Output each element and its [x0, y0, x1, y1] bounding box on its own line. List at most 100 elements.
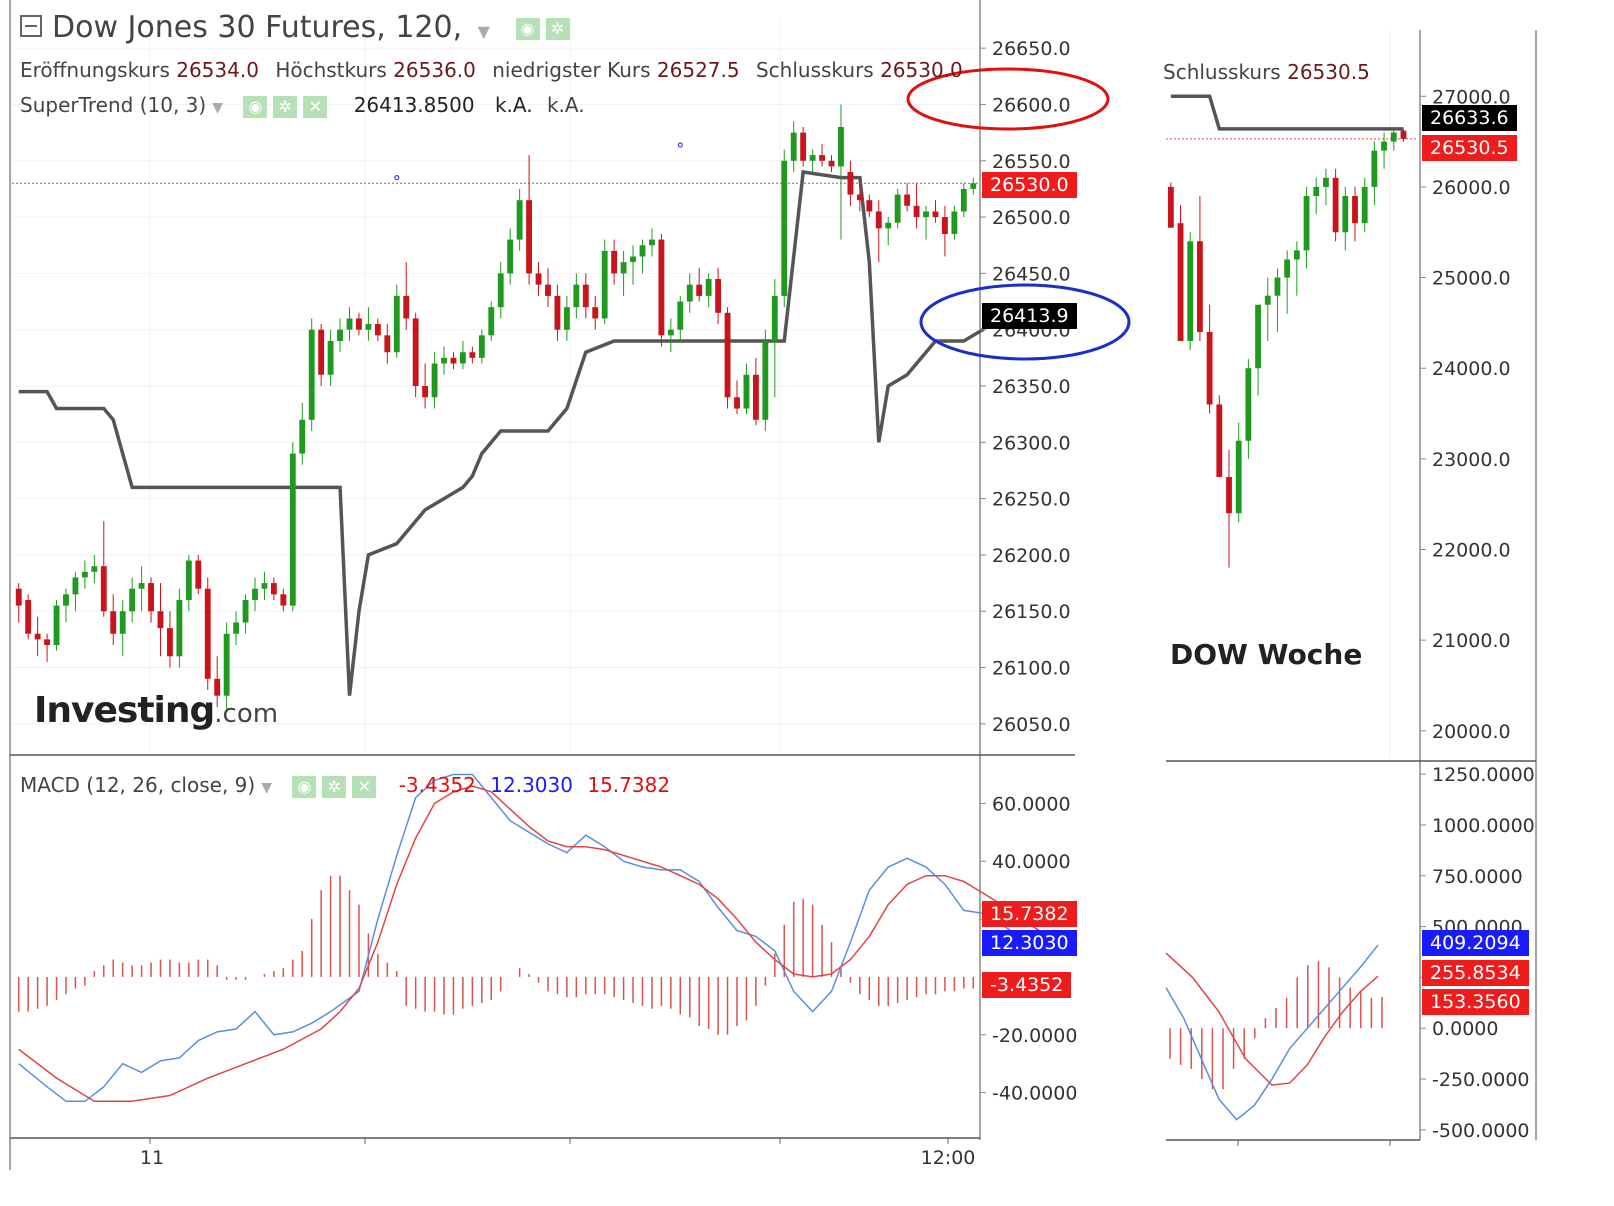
candle-body — [365, 324, 372, 330]
supertrend-value: 26413.8500 — [353, 93, 475, 117]
weekly-candle-body — [1284, 259, 1291, 278]
candle-body — [72, 577, 79, 595]
candle-body — [204, 588, 211, 679]
weekly-candle-body — [1167, 186, 1174, 228]
candle-body — [507, 239, 514, 274]
candle-body — [800, 132, 807, 161]
candle-body — [34, 633, 41, 640]
price-tick-label: 26250.0 — [992, 489, 1071, 511]
candle-body — [337, 329, 343, 341]
collapse-icon[interactable] — [20, 14, 42, 37]
weekly-supertrend-line — [1170, 94, 1404, 131]
candle-body — [535, 273, 542, 285]
candle-body — [289, 453, 296, 606]
candle-body — [119, 611, 126, 634]
ohlc-high-value: 26536.0 — [393, 58, 476, 82]
candle-body — [856, 194, 863, 201]
main-last-price-tag: 26530.0 — [982, 172, 1077, 198]
macd-line — [18, 773, 1059, 1103]
eye-icon[interactable]: ◉ — [515, 17, 540, 40]
weekly-price-tick-label: 24000.0 — [1432, 358, 1511, 380]
macd-tick-label: -20.0000 — [992, 1025, 1077, 1047]
price-tick-label: 26050.0 — [992, 714, 1071, 736]
close-icon[interactable]: ✕ — [352, 775, 377, 798]
supertrend-na-2: k.A. — [546, 93, 585, 117]
weekly-candles — [1166, 128, 1418, 568]
candle-body — [960, 188, 967, 212]
weekly-macd-tick-label: 0.0000 — [1432, 1018, 1498, 1040]
weekly-candle-body — [1293, 250, 1300, 260]
main-supertrend-line — [18, 170, 1069, 696]
price-tick-label: 26150.0 — [992, 601, 1071, 623]
candle-body — [611, 250, 618, 274]
weekly-candle-body — [1255, 304, 1261, 369]
chart-title[interactable]: Dow Jones 30 Futures, 120, ▼ ◉ ✲ — [20, 10, 576, 45]
chevron-down-icon[interactable]: ▼ — [212, 100, 223, 116]
macd-legend[interactable]: MACD (12, 26, close, 9) ▼ ◉ ✲ ✕ -3.4352 12.… — [20, 773, 670, 798]
weekly-candle-body — [1187, 241, 1194, 342]
candle-body — [81, 571, 88, 578]
weekly-candle-body — [1332, 177, 1339, 233]
candle-body — [214, 678, 221, 696]
macd-tick-label: 40.0000 — [992, 851, 1071, 873]
weekly-candle-body — [1400, 130, 1407, 139]
weekly-candle-body — [1313, 186, 1320, 196]
close-icon[interactable]: ✕ — [303, 95, 328, 118]
price-tick-label: 26600.0 — [992, 94, 1071, 116]
weekly-close-legend: Schlusskurs 26530.5 — [1163, 60, 1370, 84]
price-tick-label: 26550.0 — [992, 151, 1071, 173]
eye-icon[interactable]: ◉ — [292, 775, 317, 798]
candle-body — [384, 335, 391, 353]
candle-body — [809, 155, 816, 161]
weekly-supertrend-tag: 26633.6 — [1422, 105, 1517, 131]
supertrend-na-1: k.A. — [494, 93, 533, 117]
candle-body — [157, 611, 164, 629]
candle-body — [894, 194, 901, 223]
eye-icon[interactable]: ◉ — [243, 95, 268, 118]
candle-body — [441, 357, 447, 364]
candle-body — [195, 560, 202, 589]
candle-body — [582, 284, 589, 308]
candle-body — [781, 160, 788, 296]
supertrend-legend[interactable]: SuperTrend (10, 3) ▼ ◉ ✲ ✕ 26413.8500 k.A. … — [20, 93, 585, 118]
candle-body — [233, 622, 240, 634]
candle-body — [148, 583, 154, 612]
candle-body — [308, 329, 315, 420]
gear-icon[interactable]: ✲ — [273, 95, 298, 118]
candle-body — [913, 205, 920, 218]
candle-body — [724, 312, 731, 398]
chevron-down-icon[interactable]: ▼ — [477, 22, 490, 41]
main-candles — [12, 104, 978, 713]
candle-body — [601, 250, 608, 319]
candle-body — [951, 211, 958, 234]
candle-body — [185, 560, 192, 600]
price-tick-label: 26200.0 — [992, 545, 1071, 567]
weekly-candle-body — [1352, 195, 1358, 224]
macd-line-value: 12.3030 — [490, 773, 573, 797]
weekly-candle-body — [1177, 223, 1184, 342]
candle-body — [91, 566, 98, 572]
logo-suffix: .com — [214, 699, 279, 729]
weekly-price-tick-label: 26000.0 — [1432, 177, 1511, 199]
candle-body — [497, 273, 504, 308]
weekly-macd-line-tag: 409.2094 — [1422, 930, 1529, 956]
candle-body — [771, 295, 778, 341]
main-supertrend-tag: 26413.9 — [982, 303, 1077, 329]
ohlc-close-label: Schlusskurs — [755, 58, 874, 82]
chevron-down-icon[interactable]: ▼ — [261, 780, 272, 796]
gear-icon[interactable]: ✲ — [545, 17, 570, 40]
weekly-macd-axis: -500.0000-250.00000.0000250.0000500.0000… — [1420, 764, 1535, 1142]
candle-body — [422, 386, 429, 398]
candle-body — [686, 284, 693, 302]
candle-body — [630, 256, 636, 263]
weekly-candle-body — [1264, 295, 1271, 305]
candle-body — [885, 222, 892, 229]
ohlc-legend: Eröffnungskurs 26534.0 Höchstkurs 26536.… — [20, 58, 973, 82]
gear-icon[interactable]: ✲ — [322, 775, 347, 798]
candle-body — [242, 599, 249, 623]
candle-body — [592, 307, 599, 319]
weekly-macd-tick-label: 1250.0000 — [1432, 764, 1535, 786]
candle-body — [715, 279, 722, 313]
chart-title-text: Dow Jones 30 Futures, 120, — [52, 10, 463, 45]
candle-body — [100, 566, 107, 612]
